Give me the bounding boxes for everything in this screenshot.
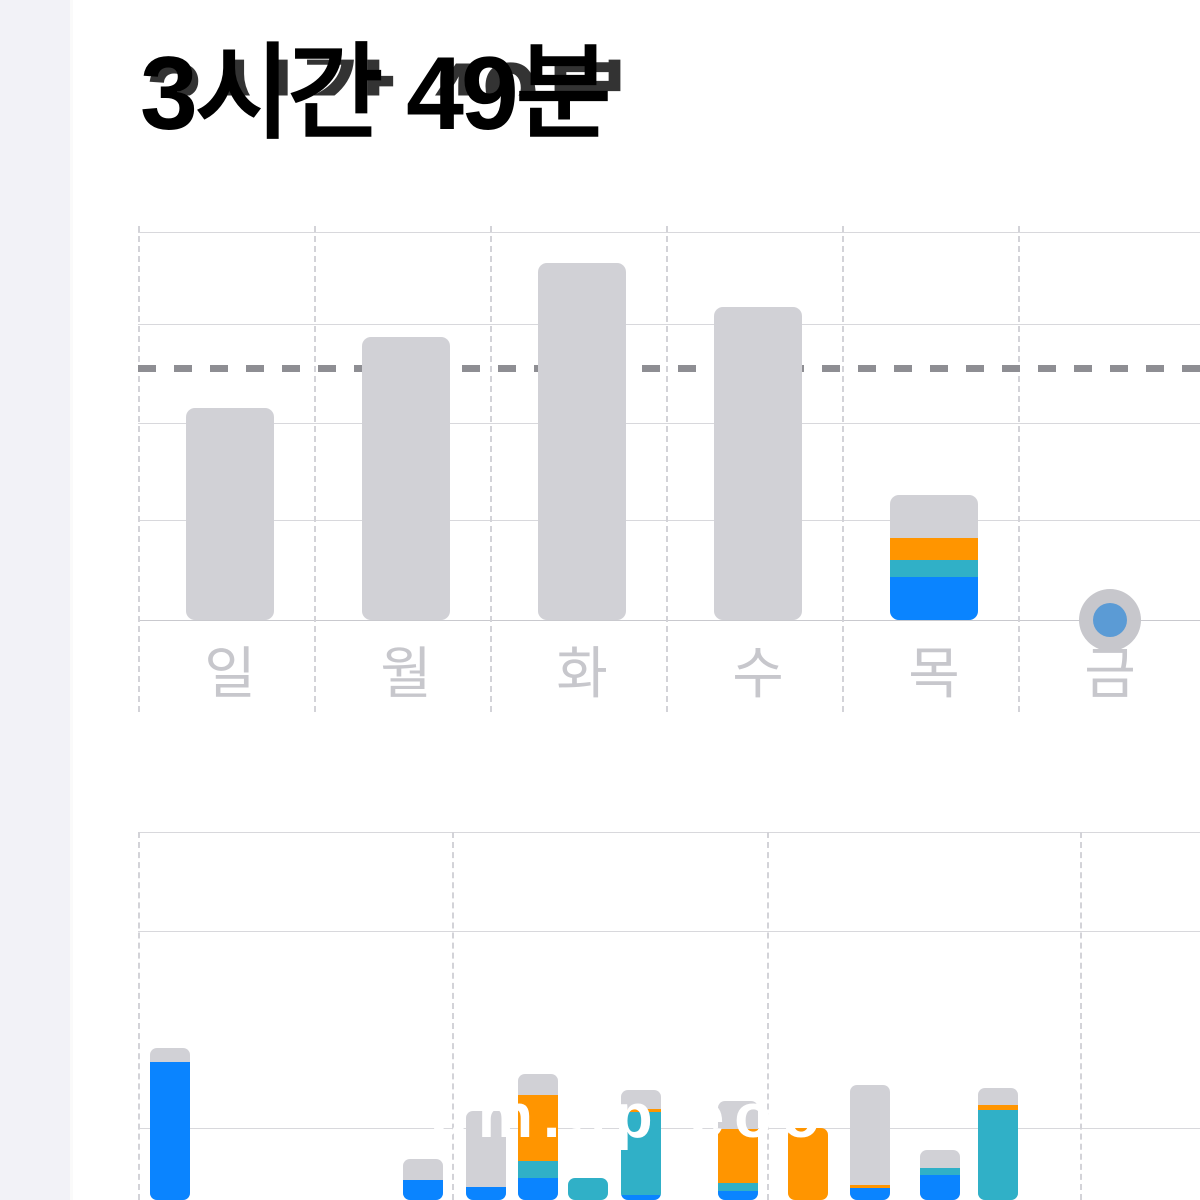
hourly-bar-segment: [403, 1180, 443, 1200]
day-label-2: 화: [556, 642, 608, 705]
hourly-gridline-horizontal: [138, 1128, 1200, 1129]
hourly-bar[interactable]: [403, 1159, 443, 1200]
hourly-bar[interactable]: [150, 1048, 190, 1200]
hourly-gridline-vertical: [452, 832, 454, 1200]
hourly-bar[interactable]: [850, 1085, 890, 1200]
weekly-bar[interactable]: [362, 337, 450, 620]
weekly-gridline-horizontal: [138, 423, 1200, 424]
hourly-bar-segment: [850, 1185, 890, 1188]
weekly-gridline-horizontal: [138, 620, 1200, 621]
weekly-bar-segment: [890, 577, 978, 620]
hourly-bar-segment: [978, 1110, 1018, 1200]
weekly-bar[interactable]: [890, 495, 978, 620]
hourly-gridline-horizontal: [138, 931, 1200, 932]
weekly-gridline-vertical: [1018, 226, 1020, 712]
weekly-gridline-horizontal: [138, 232, 1200, 233]
weekly-gridline-vertical: [138, 226, 140, 712]
hourly-bar-segment: [621, 1195, 661, 1200]
weekly-usage-chart[interactable]: [138, 226, 1200, 712]
page-left-gutter: [0, 0, 70, 1200]
header: 일/주간 평균 3시간 49분 3시간 49분: [140, 0, 1140, 150]
hourly-bar-segment: [518, 1095, 558, 1161]
hourly-bar-segment: [466, 1187, 506, 1200]
weekly-gridline-horizontal: [138, 520, 1200, 521]
hourly-bar-segment: [788, 1128, 828, 1200]
hourly-bar-segment: [920, 1175, 960, 1200]
hourly-gridline-vertical: [1080, 832, 1082, 1200]
weekly-bar[interactable]: [538, 263, 626, 620]
hourly-bar[interactable]: [788, 1128, 828, 1200]
hourly-gridline-vertical: [138, 832, 140, 1200]
today-marker-dot[interactable]: [1079, 589, 1141, 651]
hourly-bar[interactable]: [466, 1111, 506, 1200]
hourly-plot-area: [138, 830, 1200, 1200]
page-left-gutter-highlight: [70, 0, 73, 1200]
hourly-bar[interactable]: [621, 1090, 661, 1200]
day-label-5: 금: [1084, 642, 1136, 705]
hourly-gridline-vertical: [767, 832, 769, 1200]
hourly-bar-segment: [978, 1105, 1018, 1110]
hourly-gridline-horizontal: [138, 832, 1200, 833]
weekly-gridline-vertical: [314, 226, 316, 712]
hourly-bar[interactable]: [920, 1150, 960, 1200]
hourly-usage-chart[interactable]: [138, 830, 1200, 1200]
hourly-bar[interactable]: [978, 1088, 1018, 1200]
hourly-bar-segment: [621, 1109, 661, 1112]
weekly-average-line: [138, 365, 1200, 372]
weekly-plot-area: [138, 226, 1200, 712]
hourly-bar-segment: [718, 1183, 758, 1191]
weekly-bar[interactable]: [714, 307, 802, 620]
hourly-bar-segment: [518, 1161, 558, 1178]
weekly-gridline-horizontal: [138, 324, 1200, 325]
weekly-bar-segment: [890, 538, 978, 560]
today-marker-dot-inner: [1093, 603, 1127, 637]
hourly-bar-segment: [568, 1178, 608, 1200]
day-label-0: 일: [204, 642, 256, 705]
hourly-bar-segment: [621, 1112, 661, 1195]
weekly-bar[interactable]: [186, 408, 274, 620]
day-label-1: 월: [380, 642, 432, 705]
hourly-bar-segment: [718, 1191, 758, 1200]
weekly-bar-segment: [890, 560, 978, 577]
weekly-gridline-vertical: [490, 226, 492, 712]
day-label-3: 수: [732, 642, 784, 705]
hourly-bar-segment: [850, 1188, 890, 1200]
weekly-gridline-vertical: [666, 226, 668, 712]
hourly-bar-segment: [718, 1129, 758, 1183]
hourly-bar[interactable]: [568, 1178, 608, 1200]
hourly-bar-segment: [150, 1062, 190, 1200]
page-title: 3시간 49분: [140, 36, 611, 152]
hourly-bar-segment: [518, 1178, 558, 1200]
hourly-bar[interactable]: [718, 1101, 758, 1200]
hourly-bar-segment: [920, 1168, 960, 1175]
weekly-gridline-vertical: [842, 226, 844, 712]
hourly-bar[interactable]: [518, 1074, 558, 1200]
day-label-4: 목: [908, 642, 960, 705]
